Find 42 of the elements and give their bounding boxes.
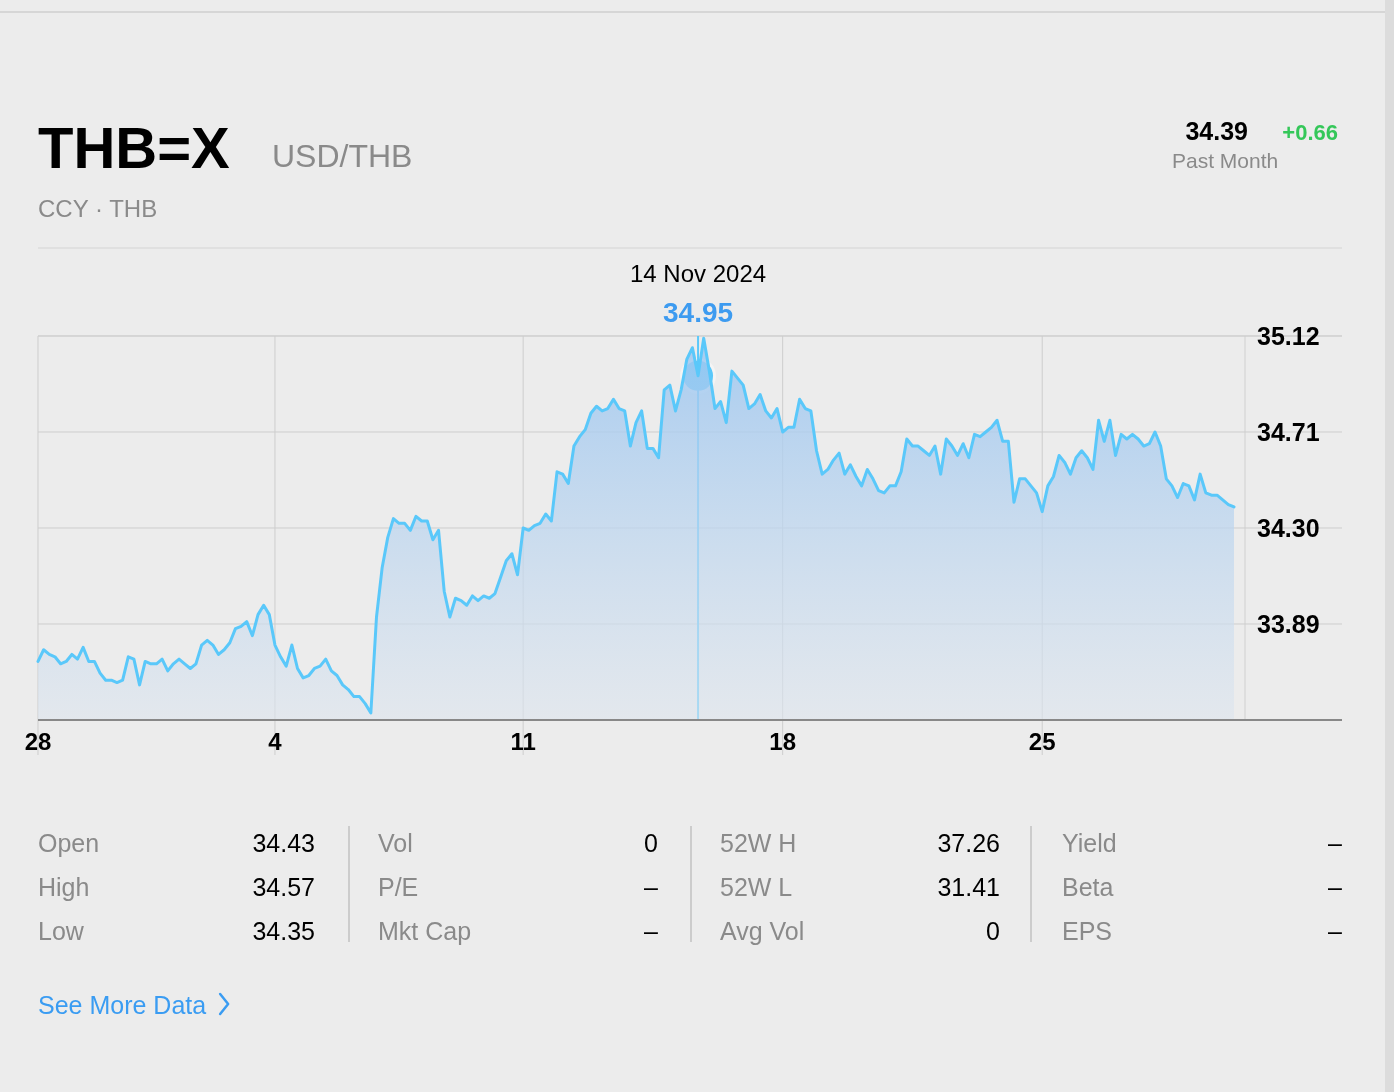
text: Low [38, 917, 85, 945]
text: 34.35 [252, 917, 315, 945]
x-tick-label: 4 [268, 728, 283, 755]
text: – [644, 917, 659, 945]
text: Avg Vol [720, 917, 805, 945]
text: See More Data [38, 991, 207, 1019]
text: – [1328, 873, 1343, 901]
x-tick-label: 11 [510, 728, 536, 755]
text: 52W H [720, 829, 797, 857]
text: Past Month [1172, 149, 1279, 172]
text: Vol [378, 829, 413, 857]
text: EPS [1062, 917, 1113, 945]
y-tick-label: 34.30 [1257, 513, 1320, 542]
text: 0 [986, 917, 1000, 945]
x-tick-label: 14 Nov 2024 [630, 260, 767, 287]
text: 34.39 [1185, 117, 1248, 145]
y-tick-label: 35.12 [1257, 321, 1320, 350]
text: Open [38, 829, 100, 857]
text: 37.26 [937, 829, 1000, 857]
text: Beta [1062, 873, 1114, 901]
text: +0.66 [1282, 120, 1338, 145]
text: 0 [644, 829, 658, 857]
chart-subtitle: USD/THB [272, 138, 413, 174]
text: 52W L [720, 873, 793, 901]
text: – [1328, 917, 1343, 945]
text: – [1328, 829, 1343, 857]
x-tick-label: 28 [24, 728, 52, 755]
y-tick-label: 34.71 [1257, 417, 1320, 446]
chart-title: THB=X [38, 115, 231, 180]
annotation: 34.95 [663, 297, 734, 328]
text: 34.57 [252, 873, 315, 901]
x-tick-label: 18 [769, 728, 797, 755]
x-tick-label: 25 [1028, 728, 1056, 755]
y-tick-label: 33.89 [1257, 609, 1320, 638]
text: High [38, 873, 90, 901]
text: CCY · THB [38, 195, 158, 222]
text: 34.43 [252, 829, 315, 857]
text: 31.41 [937, 873, 1000, 901]
text: Mkt Cap [378, 917, 472, 945]
text: P/E [378, 873, 419, 901]
text: – [644, 873, 659, 901]
text: Yield [1062, 829, 1117, 857]
